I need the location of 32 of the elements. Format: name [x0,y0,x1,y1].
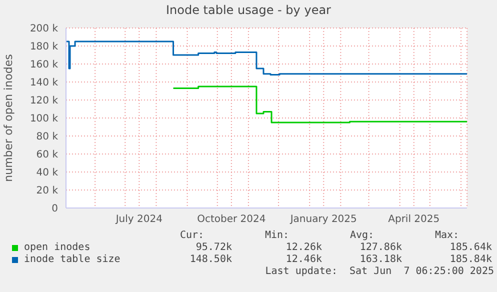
y-tick-label: 0 [52,204,58,215]
y-tick-label: 140 k [30,78,58,89]
y-tick-label: 100 k [30,114,58,125]
legend-label: open inodes [23,242,92,253]
chart-title: Inode table usage - by year [165,3,332,17]
text: Avg: [348,230,376,241]
y-tick-label: 60 k [36,150,58,161]
text: Cur: [178,230,206,241]
x-tick-label: April 2025 [388,214,440,225]
text: 185.64k [448,242,492,253]
y-tick-label: 40 k [36,168,58,179]
y-tick-label: 180 k [30,42,58,53]
y-tick-label: 160 k [30,60,58,71]
x-tick-label: January 2025 [289,214,357,225]
x-tick-label: July 2024 [114,214,162,225]
legend-label: inode table size [23,254,122,265]
text: 148.50k [188,254,232,265]
text: 12.46k [284,254,322,265]
text: 127.86k [358,242,402,253]
text: 163.18k [358,254,402,265]
x-tick-label: October 2024 [197,214,266,225]
text: 95.72k [194,242,232,253]
y-tick-label: 80 k [36,132,58,143]
text: Min: [264,230,290,241]
y-axis-title: number of open inodes [2,54,15,182]
y-tick-label: 20 k [36,186,58,197]
text: Max: [434,230,460,241]
text: 12.26k [284,242,322,253]
y-tick-label: 120 k [30,96,58,107]
text: Last update: Sat Jun 7 06:25:00 2025 [264,266,494,277]
text: 185.84k [448,254,492,265]
y-tick-label: 200 k [30,24,58,35]
